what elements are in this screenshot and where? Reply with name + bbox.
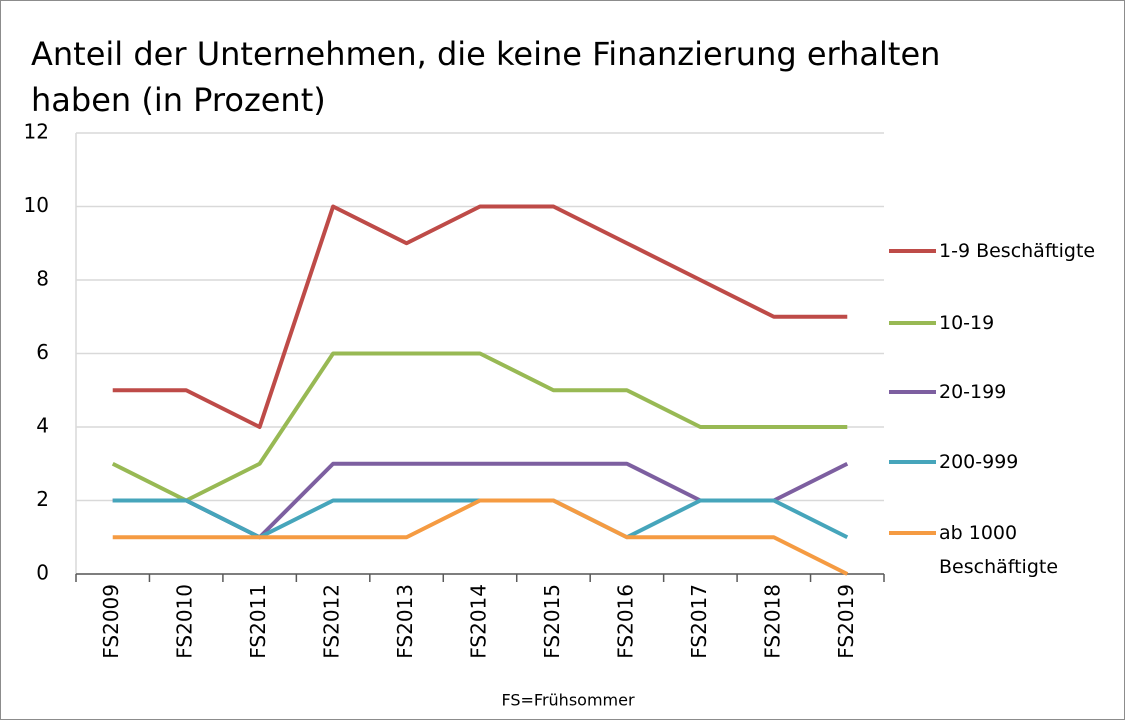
x-tick-label: FS2017 <box>687 584 711 659</box>
x-tick-label: FS2019 <box>834 584 858 659</box>
chart-title: Anteil der Unternehmen, die keine Finanz… <box>31 35 941 119</box>
x-tick-label: FS2015 <box>540 584 564 659</box>
x-tick-label: FS2011 <box>246 584 270 659</box>
legend-label: 20-199 <box>939 381 1007 403</box>
x-tick-label: FS2014 <box>467 584 491 659</box>
legend-label: 10-19 <box>939 312 995 334</box>
series-line <box>111 351 848 503</box>
x-tick-label: FS2009 <box>99 584 123 659</box>
x-tick-label: FS2018 <box>760 584 784 659</box>
y-tick-label: 12 <box>24 120 49 144</box>
x-tick-label: FS2010 <box>173 584 197 659</box>
series-line <box>112 498 849 540</box>
series-line <box>112 498 849 576</box>
y-tick-label: 6 <box>36 340 49 364</box>
y-tick-label: 4 <box>36 414 49 438</box>
legend-label: ab 1000 Beschäftigte <box>939 522 1059 578</box>
y-tick-label: 0 <box>36 561 49 585</box>
x-tick-label: FS2012 <box>320 584 344 659</box>
y-tick-label: 10 <box>24 193 49 217</box>
series-line <box>112 204 848 429</box>
x-tick-label: FS2013 <box>393 584 417 659</box>
x-tick-label: FS2016 <box>613 584 637 659</box>
legend-label: 1-9 Beschäftigte <box>939 240 1096 262</box>
y-tick-label: 2 <box>36 487 49 511</box>
y-tick-label: 8 <box>36 267 49 291</box>
x-axis-label: FS=Frühsommer <box>501 691 635 710</box>
legend-label: 200-999 <box>939 451 1019 473</box>
